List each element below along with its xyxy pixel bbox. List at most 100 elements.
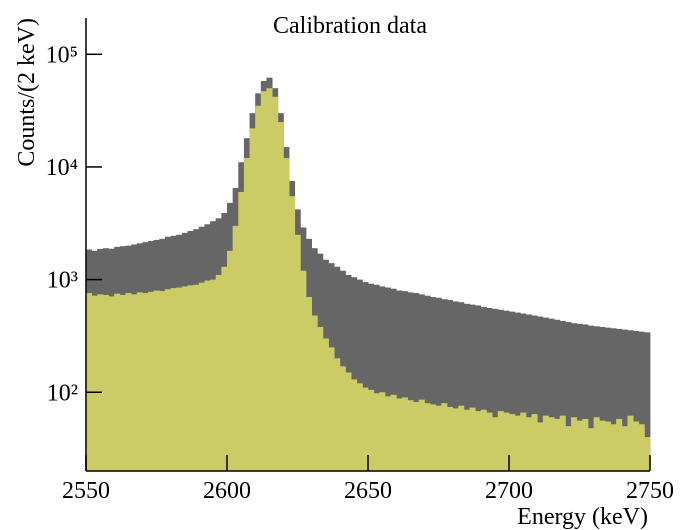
histogram-bar — [396, 290, 403, 471]
histogram-bar — [576, 323, 583, 471]
y-tick-label: 10³ — [47, 268, 78, 294]
histogram-bar — [266, 88, 273, 471]
histogram-bar — [509, 414, 516, 471]
histogram-bar — [503, 310, 510, 471]
y-tick-label: 10² — [47, 380, 78, 406]
histogram-bar — [593, 326, 600, 471]
histogram-bar — [559, 415, 566, 471]
histogram-bar — [153, 290, 160, 471]
histogram-bar — [131, 294, 138, 471]
histogram-bar — [435, 405, 442, 471]
histogram-bar — [91, 295, 98, 471]
histogram-bar — [638, 424, 645, 471]
histogram-bar — [373, 284, 380, 471]
histogram-bar — [599, 420, 606, 471]
histogram-bar — [413, 401, 420, 471]
histogram-bar — [610, 424, 617, 471]
histogram-bar — [548, 417, 555, 471]
histogram-bar — [368, 283, 375, 471]
histogram-bar — [148, 291, 155, 471]
histogram-bar — [119, 295, 126, 471]
histogram-bar — [537, 316, 544, 471]
histogram-bar — [604, 327, 611, 471]
histogram-bar — [463, 409, 470, 471]
histogram-bar — [424, 403, 431, 471]
histogram-bar — [176, 287, 183, 471]
histogram-bar — [520, 412, 527, 471]
histogram-bar — [204, 280, 211, 471]
histogram-bar — [492, 308, 499, 471]
histogram-bar — [430, 404, 437, 471]
histogram-bar — [210, 279, 217, 471]
histogram-bar — [384, 396, 391, 471]
histogram-bar — [114, 293, 121, 471]
histogram-bar — [159, 291, 166, 471]
histogram-bar — [458, 405, 465, 471]
histogram-bar — [418, 294, 425, 471]
histogram-bar — [86, 293, 93, 471]
histogram-bar — [475, 411, 482, 471]
histogram-bar — [514, 312, 521, 471]
histogram-bar — [525, 417, 532, 471]
histogram-bar — [418, 399, 425, 471]
histogram-bar — [351, 379, 358, 471]
histogram-bar — [407, 400, 414, 471]
histogram-bar — [582, 418, 589, 471]
histogram-bar — [441, 299, 448, 471]
histogram-bar — [351, 277, 358, 471]
histogram-bar — [548, 318, 555, 471]
histogram-bar — [610, 328, 617, 471]
histogram-bar — [345, 372, 352, 471]
histogram-bar — [424, 295, 431, 471]
histogram-bar — [396, 398, 403, 471]
histogram-bar — [232, 225, 239, 471]
histogram-bar — [227, 250, 234, 471]
histogram-bar — [492, 417, 499, 471]
histogram-bar — [322, 338, 329, 471]
histogram-bar — [475, 305, 482, 471]
histogram-bar — [537, 422, 544, 471]
histogram-bar — [368, 389, 375, 471]
histogram-bar — [441, 403, 448, 471]
histogram-bar — [125, 293, 132, 471]
histogram-bar — [503, 412, 510, 471]
histogram-bar — [531, 414, 538, 471]
histogram-bar — [305, 297, 312, 471]
histogram-bar — [277, 122, 284, 472]
histogram-bar — [362, 282, 369, 471]
histogram-bar — [249, 128, 256, 471]
histogram-bar — [565, 322, 572, 471]
y-tick-label: 10⁵ — [46, 42, 78, 68]
histogram-bar — [384, 287, 391, 471]
x-tick-label: 2750 — [626, 478, 674, 504]
histogram-bar — [407, 292, 414, 471]
histogram-bar — [102, 295, 109, 471]
histogram-bar — [525, 314, 532, 471]
histogram-bar — [565, 426, 572, 471]
histogram-bar — [463, 303, 470, 471]
histogram-bar — [294, 234, 301, 471]
histogram-bar — [255, 105, 262, 472]
histogram-bar — [616, 328, 623, 471]
histogram-bar — [446, 299, 453, 471]
histogram-bar — [272, 96, 279, 471]
histogram-bar — [356, 279, 363, 471]
histogram-bar — [452, 301, 459, 471]
histogram-bar — [379, 286, 386, 471]
histogram-bar — [644, 332, 651, 471]
histogram-bar — [221, 266, 228, 471]
histogram-bar — [627, 415, 634, 471]
histogram-bar — [582, 324, 589, 471]
histogram-bar — [587, 325, 594, 471]
y-tick-label: 10⁴ — [46, 155, 78, 181]
histogram-bar — [164, 289, 171, 471]
histogram-bar — [339, 366, 346, 471]
histogram-bar — [576, 420, 583, 471]
histogram-bar — [193, 284, 200, 471]
histogram-bar — [379, 392, 386, 471]
histogram-bar — [542, 415, 549, 471]
histogram-bar — [300, 270, 307, 471]
histogram-bar — [638, 331, 645, 471]
x-axis-label: Energy (keV) — [517, 504, 648, 530]
